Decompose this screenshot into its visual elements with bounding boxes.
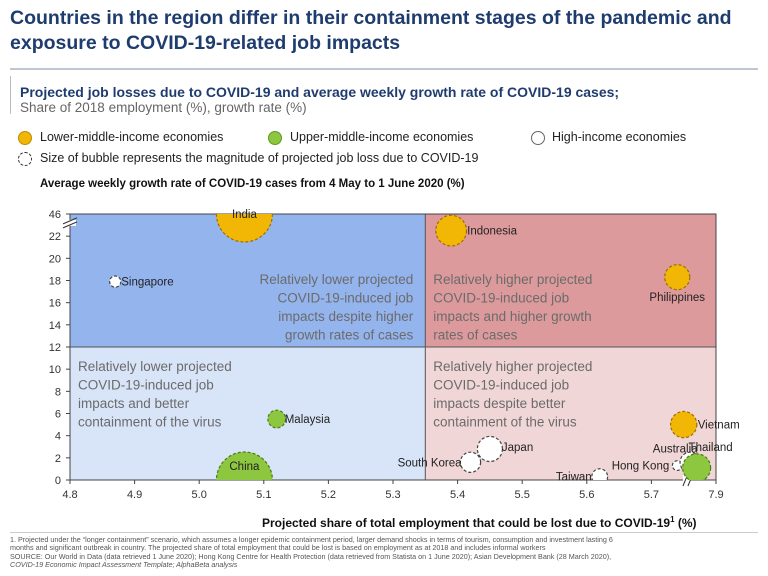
- bubble-vietnam: [669, 410, 698, 439]
- y-tick-label: 4: [55, 431, 61, 443]
- bubble-label-hong-kong: Hong Kong: [612, 461, 670, 473]
- page-title: Countries in the region differ in their …: [10, 7, 732, 54]
- title-divider: [10, 68, 758, 70]
- bubble-label-indonesia: Indonesia: [467, 226, 517, 238]
- legend-dot-upper-middle: [268, 131, 282, 145]
- footnote-source: SOURCE: Our World in Data (data retrieve…: [10, 552, 612, 561]
- y-axis-break-mark: [62, 217, 78, 225]
- legend-label-bubble-size: Size of bubble represents the magnitude …: [40, 151, 479, 165]
- y-tick-label: 20: [49, 253, 61, 265]
- y-tick-label: 14: [49, 320, 61, 332]
- y-axis-break-gap: [64, 219, 76, 226]
- bubble-label-india: India: [232, 209, 258, 221]
- legend-label-lower-middle: Lower-middle-income economies: [40, 130, 224, 144]
- x-tick-label: 7.9: [708, 489, 723, 501]
- x-tick-label: 5.6: [579, 489, 594, 501]
- chart-subtitle: Share of 2018 employment (%), growth rat…: [20, 100, 307, 115]
- footnote-1a: 1. Projected under the “longer containme…: [10, 535, 613, 544]
- footnote-1b: months and significant outbreak in count…: [10, 543, 546, 552]
- x-tick-label: 5.0: [192, 489, 207, 501]
- bubble-china: [215, 451, 274, 480]
- bubbles-layer: [109, 214, 712, 480]
- legend-dot-high-income: [531, 131, 545, 145]
- y-tick-label: 46: [49, 209, 61, 221]
- footnote-divider: [10, 532, 758, 533]
- bubble-malaysia: [267, 409, 287, 429]
- chart-header-box: [10, 76, 759, 114]
- y-tick-label: 18: [49, 276, 61, 288]
- bubble-indonesia: [435, 214, 468, 247]
- x-axis-label: Projected share of total employment that…: [262, 515, 697, 530]
- quadrant-text-top-right: Relatively higher projected COVID-19-indu…: [433, 272, 592, 343]
- y-tick-label: 10: [49, 364, 61, 376]
- x-tick-label: 4.9: [127, 489, 142, 501]
- y-tick-label: 8: [55, 386, 61, 398]
- legend-dot-lower-middle: [18, 131, 32, 145]
- bubble-india: [215, 214, 274, 243]
- quadrant-text-top-left: Relatively lower projected COVID-19-induc…: [259, 272, 413, 343]
- x-tick-label: 5.3: [385, 489, 400, 501]
- bubble-south-korea: [459, 451, 482, 473]
- bubble-label-china: China: [229, 461, 260, 473]
- bubble-label-singapore: Singapore: [121, 277, 173, 289]
- y-tick-label: 22: [49, 231, 61, 243]
- x-tick-label: 5.7: [644, 489, 659, 501]
- y-tick-label: 12: [49, 342, 61, 354]
- bubble-thailand: [682, 453, 712, 480]
- bubble-philippines: [664, 264, 691, 291]
- x-tick-label: 4.8: [62, 489, 77, 501]
- bubble-label-philippines: Philippines: [649, 292, 705, 304]
- x-axis-label-text: Projected share of total employment that…: [262, 516, 671, 530]
- x-tick-label: 5.2: [321, 489, 336, 501]
- x-tick-label: 5.5: [515, 489, 530, 501]
- x-tick-label: 5.4: [450, 489, 465, 501]
- bubble-label-australia: Australia: [653, 443, 698, 455]
- y-axis-break-mark: [62, 221, 78, 229]
- y-tick-label: 6: [55, 409, 61, 421]
- bubble-label-vietnam: Vietnam: [698, 420, 740, 432]
- y-tick-label: 2: [55, 453, 61, 465]
- y-tick-label: 16: [49, 298, 61, 310]
- bubble-singapore: [109, 275, 122, 288]
- bubble-japan: [476, 435, 504, 463]
- bubble-labels-layer: India Indonesia Singapore Philippines Malays…: [121, 209, 739, 484]
- x-axis-label-footnote-mark: 1: [670, 515, 675, 524]
- legend-label-high-income: High-income economies: [552, 130, 687, 144]
- quadrant-text-bottom-left: Relatively lower projected COVID-19-induc…: [78, 359, 232, 430]
- x-axis-label-unit: (%): [674, 516, 697, 530]
- legend-label-upper-middle: Upper-middle-income economies: [290, 130, 474, 144]
- bubble-label-thailand: Thailand: [689, 442, 733, 454]
- bubble-label-japan: Japan: [502, 442, 533, 454]
- y-axis-label: Average weekly growth rate of COVID-19 c…: [40, 178, 465, 190]
- y-tick-label: 0: [55, 475, 61, 487]
- legend-bubble-size-icon: [18, 152, 32, 166]
- footnote-source-cont: COVID-19 Economic Impact Assessment Temp…: [10, 560, 238, 569]
- chart-title: Projected job losses due to COVID-19 and…: [20, 84, 620, 100]
- bubble-taiwan: [591, 468, 609, 480]
- bubble-label-taiwan: Taiwan: [556, 472, 592, 484]
- bubble-label-malaysia: Malaysia: [285, 414, 331, 426]
- bubble-label-south-korea: South Korea: [398, 457, 463, 469]
- x-axis-break-gap: [682, 474, 691, 486]
- x-tick-label: 5.1: [256, 489, 271, 501]
- quadrant-text-bottom-right: Relatively higher projected COVID-19-indu…: [433, 359, 592, 430]
